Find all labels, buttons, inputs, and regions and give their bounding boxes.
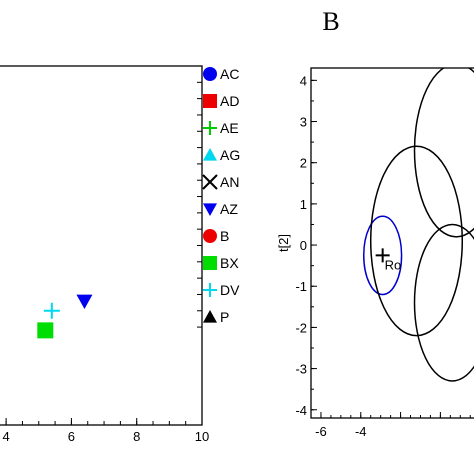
panel-b-point: [375, 248, 390, 263]
legend-label-ag: AG: [220, 147, 240, 163]
legend-marker-b: [203, 229, 217, 243]
legend-label-dv: DV: [220, 282, 240, 298]
panel-b-x-tick-label: -4: [355, 424, 367, 439]
panel-a-x-tick-label: 4: [3, 429, 10, 444]
legend-marker-bx: [203, 256, 217, 270]
panel-b-y-tick-label: -1: [295, 279, 307, 294]
panel-a-point-dv: [43, 302, 60, 319]
panel-b-inner: Ro: [362, 68, 474, 382]
panel-a-plot: 4 6 8 10: [0, 65, 209, 444]
legend-marker-p: [203, 310, 217, 323]
panel-b-circle-3: [413, 223, 474, 382]
panel-b-y-axis-title: t[2]: [276, 234, 291, 252]
panel-a-point-az: [76, 294, 93, 309]
legend-label-ac: AC: [220, 66, 239, 82]
panel-a-x-tick-label: 8: [133, 429, 140, 444]
legend-label-ad: AD: [220, 93, 239, 109]
legend-label-p: P: [220, 309, 229, 325]
panel-b-point-label: Ro: [385, 257, 402, 272]
legend-label-ae: AE: [220, 120, 239, 136]
panel-b-y-tick-label: 1: [300, 197, 307, 212]
panel-b-y-tick-label: 3: [300, 115, 307, 130]
panel-b-circle-1: [369, 145, 464, 337]
legend-marker-ac: [203, 67, 217, 81]
panel-a-frame: [0, 65, 203, 426]
panel-b-y-tick-label: 4: [300, 73, 307, 88]
panel-a-point-bx: [37, 322, 54, 339]
legend-label-bx: BX: [220, 255, 239, 271]
panel-b-y-tick-label: 2: [300, 156, 307, 171]
panel-b-y-tick-label: -2: [295, 320, 307, 335]
legend-marker-az: [203, 203, 217, 216]
panel-b-circle-0: [362, 215, 403, 296]
panel-b-letter: B: [322, 7, 339, 36]
legend-label-az: AZ: [220, 201, 238, 217]
panel-b-plot: B Ro -4 -3 -2 -1 0 1 2 3 4 -6 -4 t[2]: [276, 7, 474, 439]
legend-marker-an: [202, 174, 218, 190]
panel-b-y-tick-label: -4: [295, 403, 307, 418]
panel-a-legend: AC AD AE AG AN AZ B BX DV P: [202, 66, 240, 325]
panel-b-x-tick-label: -6: [315, 424, 327, 439]
legend-label-b: B: [220, 228, 229, 244]
panel-b-frame: [310, 67, 474, 419]
panel-b-circle-2: [413, 68, 474, 238]
legend-marker-dv: [203, 283, 217, 297]
legend-marker-ad: [203, 94, 217, 108]
panel-a-x-tick-label: 6: [68, 429, 75, 444]
legend-marker-an-b: [202, 174, 218, 190]
panel-a-x-tick-label: 10: [195, 429, 209, 444]
panel-b-y-tick-label: -3: [295, 362, 307, 377]
panel-b-y-tick-label: 0: [300, 238, 307, 253]
legend-marker-ag: [203, 148, 217, 161]
legend-marker-ae: [203, 121, 217, 135]
legend-label-an: AN: [220, 174, 239, 190]
